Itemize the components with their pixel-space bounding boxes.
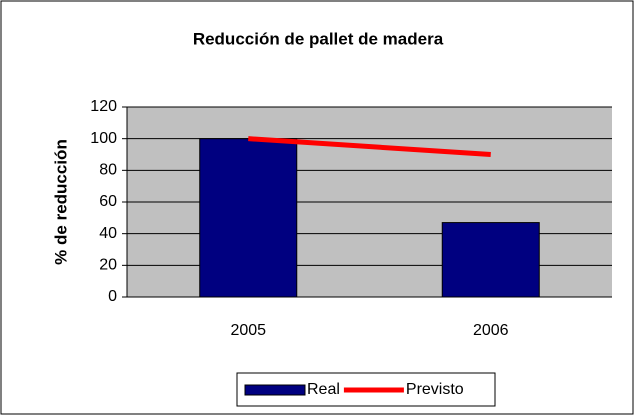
y-tick-label: 20 [99,257,117,274]
line [248,136,491,157]
y-tick-label: 80 [99,162,117,179]
bar [199,138,298,298]
bar [441,222,540,298]
x-tick-label: 2006 [473,322,509,339]
legend-label: Real [307,381,340,398]
legend-swatch [244,384,306,396]
y-tick-label: 40 [99,225,117,242]
chart-title: Reducción de pallet de madera [193,29,444,48]
y-tick-label: 60 [99,193,117,210]
y-tick-label: 100 [90,130,117,147]
y-tick-label: 0 [108,288,117,305]
x-tick-label: 2005 [230,322,266,339]
legend-label: Previsto [406,381,464,398]
y-axis-label: % de reducción [51,139,70,265]
y-tick-label: 120 [90,98,117,115]
